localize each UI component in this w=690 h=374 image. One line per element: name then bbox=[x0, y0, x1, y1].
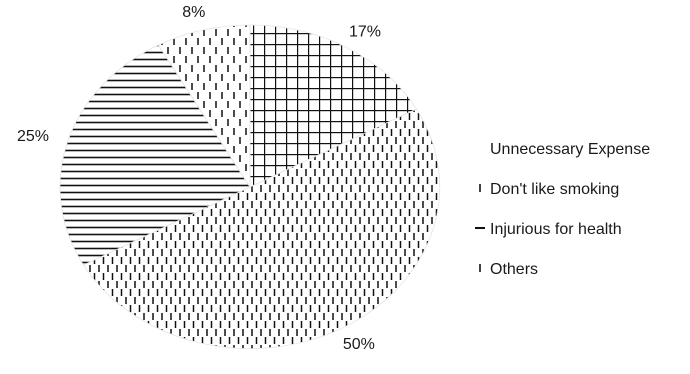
pie-labels: 17% 50% 25% 8% bbox=[17, 4, 381, 353]
legend-label-unnecessary-expense: Unnecessary Expense bbox=[490, 141, 650, 158]
slice-label-don-t-like-smoking: 50% bbox=[343, 336, 375, 353]
legend-label-injurious-for-health: Injurious for health bbox=[490, 221, 622, 238]
pie-slice-injurious-for-health bbox=[59, 44, 251, 266]
legend: Unnecessary Expense Don't like smoking Inj… bbox=[475, 141, 650, 278]
slice-label-others: 8% bbox=[182, 4, 205, 21]
legend-item-injurious-for-health: Injurious for health bbox=[475, 221, 622, 238]
legend-item-unnecessary-expense: Unnecessary Expense bbox=[490, 141, 650, 158]
legend-label-others: Others bbox=[490, 261, 538, 278]
slice-label-unnecessary-expense: 17% bbox=[349, 23, 381, 40]
legend-item-others: Others bbox=[479, 261, 538, 278]
legend-item-don-t-like-smoking: Don't like smoking bbox=[479, 181, 619, 198]
slice-label-injurious-for-health: 25% bbox=[17, 128, 49, 145]
pie-slice-others bbox=[157, 24, 251, 189]
pie-slice-unnecessary-expense bbox=[249, 24, 418, 188]
pie-slice-don-t-like-smoking bbox=[82, 108, 441, 349]
pie-slices bbox=[59, 24, 441, 349]
legend-label-don-t-like-smoking: Don't like smoking bbox=[490, 181, 619, 198]
